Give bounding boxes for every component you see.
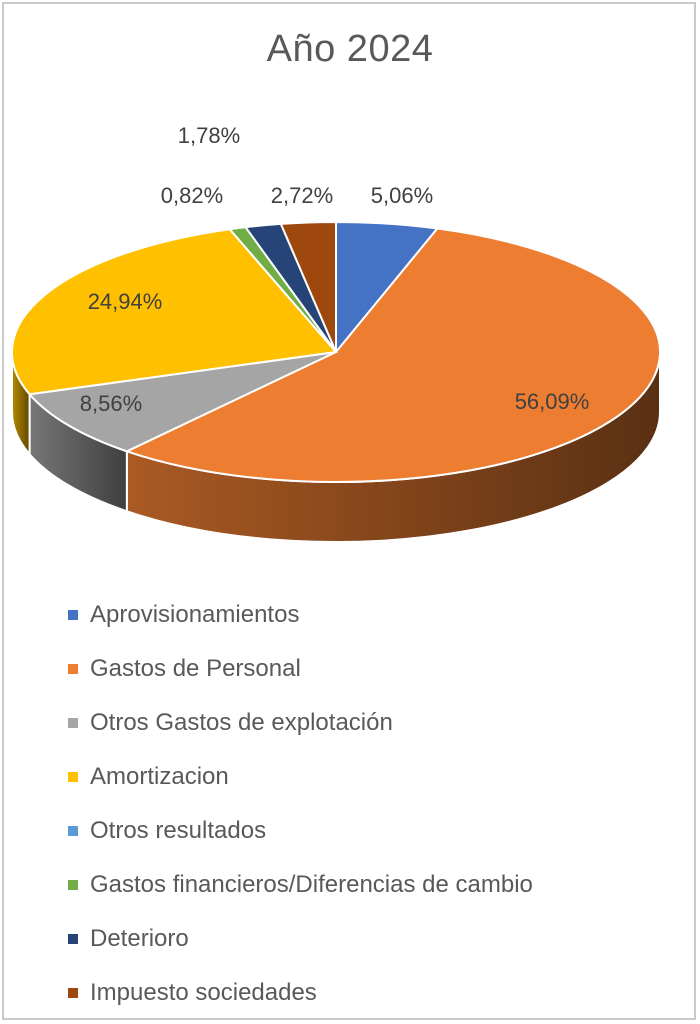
pie-chart: 5,06% 56,09% 8,56% 24,94% 0,82% 1,78% 2,72% bbox=[11, 123, 661, 543]
data-label-amortizacion: 24,94% bbox=[88, 289, 163, 314]
legend-label: Gastos financieros/Diferencias de cambio bbox=[90, 871, 533, 898]
data-label-gastos-de-personal: 56,09% bbox=[515, 389, 590, 414]
data-label-deterioro: 1,78% bbox=[178, 123, 240, 148]
legend-label: Impuesto sociedades bbox=[90, 979, 317, 1006]
legend-label: Gastos de Personal bbox=[90, 655, 301, 682]
pie-slice-otros-gastos-de-explotacion bbox=[27, 351, 337, 453]
legend-item-amortizacion: Amortizacion bbox=[68, 750, 533, 804]
data-label-aprovisionamientos: 5,06% bbox=[371, 183, 433, 208]
chart-title: Año 2024 bbox=[266, 28, 434, 70]
legend-item-otros-gastos-de-explotacion: Otros Gastos de explotación bbox=[68, 696, 533, 750]
legend-label: Otros Gastos de explotación bbox=[90, 709, 393, 736]
legend-item-gastos-financieros-diferencias-de-cambio: Gastos financieros/Diferencias de cambio bbox=[68, 858, 533, 912]
legend-swatch bbox=[68, 934, 78, 944]
legend-swatch bbox=[68, 880, 78, 890]
pie-slice-impuesto-sociedades bbox=[279, 220, 337, 353]
legend-swatch bbox=[68, 610, 78, 620]
pie-labels: 5,06% 56,09% 8,56% 24,94% 0,82% 1,78% 2,72% bbox=[80, 123, 590, 416]
legend-swatch bbox=[68, 772, 78, 782]
legend-swatch bbox=[68, 664, 78, 674]
legend-label: Otros resultados bbox=[90, 817, 267, 844]
data-label-impuesto-sociedades: 2,72% bbox=[271, 183, 333, 208]
legend-item-gastos-de-personal: Gastos de Personal bbox=[68, 642, 533, 696]
legend-item-deterioro: Deterioro bbox=[68, 912, 533, 966]
legend-item-aprovisionamientos: Aprovisionamientos bbox=[68, 588, 533, 642]
pie-slice-gastos-de-personal bbox=[124, 227, 661, 483]
legend-swatch bbox=[68, 988, 78, 998]
data-label-otros-gastos-de-explotacion: 8,56% bbox=[80, 391, 142, 416]
legend-item-impuesto-sociedades: Impuesto sociedades bbox=[68, 966, 533, 1020]
legend-swatch bbox=[68, 826, 78, 836]
pie-tops bbox=[11, 220, 661, 483]
pie-slice-amortizacion bbox=[11, 228, 338, 396]
data-label-gastos-financieros-diferencias-de-cambio: 0,82% bbox=[161, 183, 223, 208]
legend-item-otros-resultados: Otros resultados bbox=[68, 804, 533, 858]
legend-label: Deterioro bbox=[90, 925, 189, 952]
legend: Aprovisionamientos Gastos de Personal Otro… bbox=[68, 588, 533, 1020]
legend-swatch bbox=[68, 718, 78, 728]
legend-label: Amortizacion bbox=[90, 763, 229, 790]
legend-label: Aprovisionamientos bbox=[90, 601, 300, 628]
